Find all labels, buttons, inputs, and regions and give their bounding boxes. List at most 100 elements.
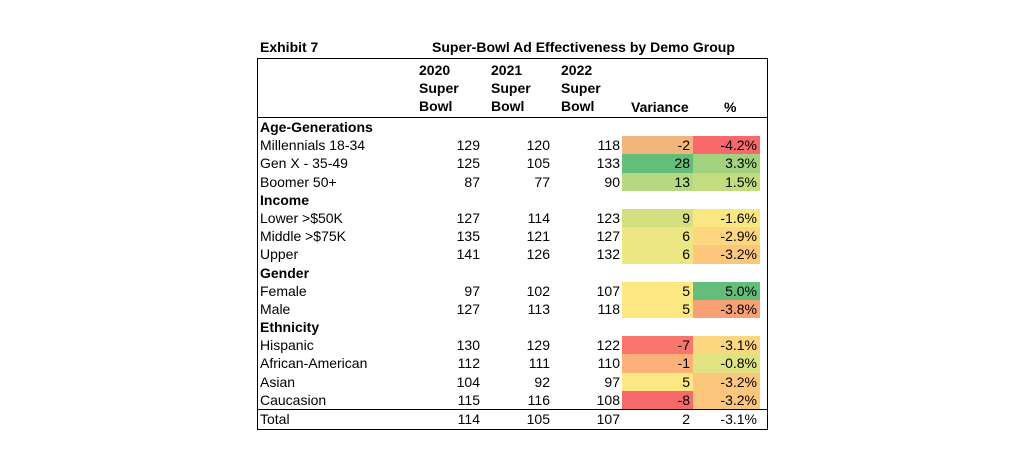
row-label: Hispanic (260, 337, 314, 354)
cell-variance: 6 (622, 245, 693, 264)
row-label: Total (260, 411, 290, 427)
table-body: Age-Generations Millennials 18-34 129 120 11… (258, 118, 767, 409)
cell-percent: -2.9% (693, 227, 760, 246)
row-label: Female (260, 282, 307, 299)
cell-2020: 141 (456, 246, 480, 263)
header-variance: Variance (631, 99, 689, 115)
table-row: Caucasion 115 116 108 -8 -3.2% (258, 390, 767, 409)
cell-percent: -0.8% (693, 354, 760, 373)
row-label: Male (260, 300, 291, 317)
cell-2020: 104 (456, 373, 480, 390)
cell-percent: -1.6% (693, 208, 760, 228)
cell-variance: 2 (682, 411, 690, 427)
cell-2020: 87 (464, 173, 480, 190)
row-label: Gen X - 35-49 (260, 155, 348, 172)
table-row: Asian 104 92 97 5 -3.2% (258, 372, 767, 391)
cell-2021: 114 (527, 209, 550, 226)
exhibit-table: Exhibit 7 Super-Bowl Ad Effectiveness by… (257, 38, 768, 430)
cell-variance: 5 (622, 281, 693, 300)
cell-2020: 130 (456, 337, 480, 354)
cell-percent: 1.5% (693, 172, 760, 191)
table-row: Gen X - 35-49 125 105 133 28 3.3% (258, 154, 767, 173)
section-label: Age-Generations (260, 119, 373, 135)
cell-2020: 125 (456, 155, 480, 172)
cell-2022: 132 (596, 246, 620, 263)
cell-percent: -4.2% (693, 136, 760, 155)
cell-2020: 112 (457, 355, 480, 372)
cell-variance: 5 (622, 299, 693, 319)
row-label: Upper (260, 246, 299, 263)
cell-2021: 121 (526, 228, 550, 245)
cell-2021: 92 (534, 373, 550, 390)
table-row: Millennials 18-34 129 120 118 -2 -4.2% (258, 136, 767, 155)
cell-2021: 105 (526, 411, 550, 427)
section-label: Gender (260, 264, 310, 281)
exhibit-header: Exhibit 7 Super-Bowl Ad Effectiveness by… (257, 38, 768, 59)
header-2022: 2022 Super Bowl (561, 62, 601, 114)
row-label: Millennials 18-34 (260, 137, 366, 154)
cell-2020: 114 (457, 411, 480, 427)
cell-variance: 6 (622, 227, 693, 246)
cell-percent: -3.2% (693, 390, 760, 409)
row-label: Lower >$50K (260, 209, 343, 226)
cell-variance: 13 (622, 172, 693, 191)
cell-2020: 135 (456, 228, 480, 245)
section-header-row: Age-Generations (258, 118, 767, 136)
table-row: Boomer 50+ 87 77 90 13 1.5% (258, 172, 767, 191)
table-frame: 2020 Super Bowl 2021 Super Bowl 2022 Sup… (257, 59, 768, 430)
cell-2021: 111 (528, 355, 550, 372)
row-label: Middle >$75K (260, 228, 347, 245)
cell-2022: 123 (596, 209, 620, 226)
cell-2022: 97 (604, 373, 620, 390)
cell-2021: 126 (526, 246, 550, 263)
row-label: Asian (260, 373, 296, 390)
section-label: Ethnicity (260, 319, 320, 336)
cell-percent: 3.3% (693, 154, 760, 173)
cell-percent: -3.1% (720, 411, 757, 427)
cell-variance: -8 (622, 390, 693, 409)
cell-2022: 133 (596, 155, 620, 172)
row-label: African-American (260, 355, 368, 372)
table-title: Super-Bowl Ad Effectiveness by Demo Grou… (432, 39, 735, 55)
table-row: Middle >$75K 135 121 127 6 -2.9% (258, 227, 767, 246)
cell-2022: 110 (597, 355, 620, 372)
cell-percent: -3.1% (693, 336, 760, 355)
cell-2021: 120 (526, 137, 550, 154)
cell-variance: -7 (622, 336, 693, 355)
cell-variance: -1 (622, 354, 693, 373)
cell-2020: 97 (464, 282, 480, 299)
table-row: Hispanic 130 129 122 -7 -3.1% (258, 336, 767, 355)
cell-2020: 129 (456, 137, 480, 154)
cell-variance: 28 (622, 154, 693, 173)
cell-2022: 122 (596, 337, 620, 354)
cell-2021: 102 (526, 282, 550, 299)
section-header-row: Gender (258, 264, 767, 282)
cell-variance: 5 (622, 372, 693, 391)
cell-2022: 90 (604, 173, 620, 190)
cell-2022: 107 (596, 411, 620, 427)
cell-2022: 118 (597, 137, 620, 154)
row-label: Boomer 50+ (260, 173, 337, 190)
total-row: Total 114 105 107 2 -3.1% (258, 409, 767, 429)
cell-percent: -3.2% (693, 245, 760, 264)
table-row: Lower >$50K 127 114 123 9 -1.6% (258, 208, 767, 228)
cell-percent: -3.8% (693, 299, 760, 319)
cell-2020: 127 (456, 300, 480, 317)
cell-2021: 105 (526, 155, 550, 172)
row-label: Caucasion (260, 391, 327, 408)
cell-2021: 113 (527, 300, 550, 317)
column-headers: 2020 Super Bowl 2021 Super Bowl 2022 Sup… (258, 59, 767, 118)
header-percent: % (724, 99, 737, 115)
cell-variance: -2 (622, 136, 693, 155)
cell-2020: 127 (456, 209, 480, 226)
table-row: Male 127 113 118 5 -3.8% (258, 299, 767, 319)
table-row: Upper 141 126 132 6 -3.2% (258, 245, 767, 264)
section-header-row: Ethnicity (258, 318, 767, 336)
cell-2022: 118 (597, 300, 620, 317)
cell-2021: 129 (526, 337, 550, 354)
cell-2020: 115 (457, 391, 480, 408)
cell-percent: 5.0% (693, 281, 760, 300)
cell-2021: 116 (527, 391, 550, 408)
cell-2022: 108 (596, 391, 620, 408)
cell-2022: 127 (596, 228, 620, 245)
